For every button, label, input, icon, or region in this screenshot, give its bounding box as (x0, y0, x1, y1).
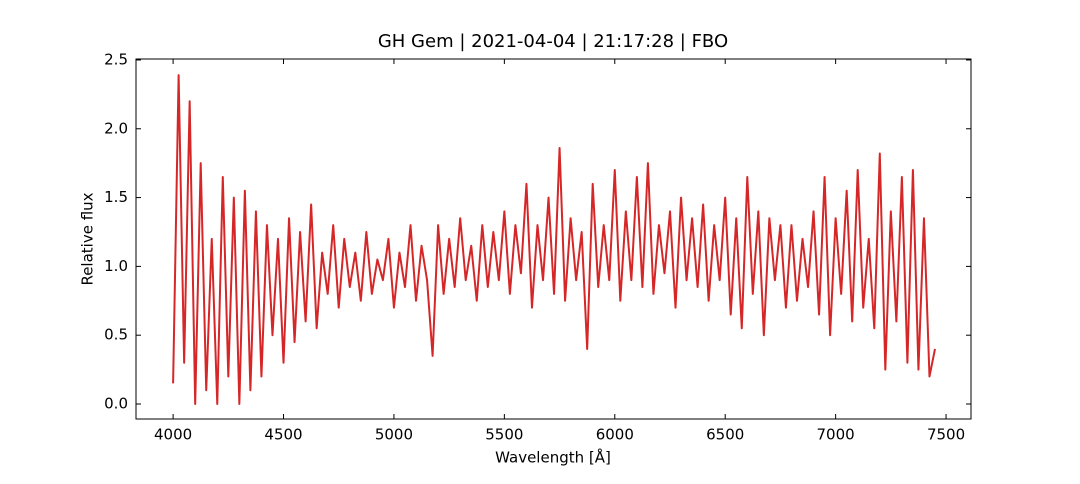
y-tick-label: 1.0 (104, 257, 128, 275)
plot-frame (135, 58, 972, 420)
x-tick-label: 6500 (706, 426, 744, 444)
y-tick-label: 0.5 (104, 326, 128, 344)
x-tick-label: 5500 (485, 426, 523, 444)
chart-title: GH Gem | 2021-04-04 | 21:17:28 | FBO (378, 31, 728, 52)
x-tick-label: 7000 (817, 426, 855, 444)
y-axis-label: Relative flux (79, 192, 97, 285)
y-tick-label: 2.0 (104, 119, 128, 137)
spectrum-line (172, 74, 936, 405)
x-tick-label: 5000 (375, 426, 413, 444)
x-tick-label: 6000 (596, 426, 634, 444)
y-tick-label: 2.5 (104, 50, 128, 68)
x-tick-label: 4500 (264, 426, 302, 444)
x-tick-label: 4000 (154, 426, 192, 444)
x-tick-label: 7500 (927, 426, 965, 444)
y-tick-label: 1.5 (104, 188, 128, 206)
x-axis-label: Wavelength [Å] (495, 448, 611, 467)
y-tick-label: 0.0 (104, 395, 128, 413)
